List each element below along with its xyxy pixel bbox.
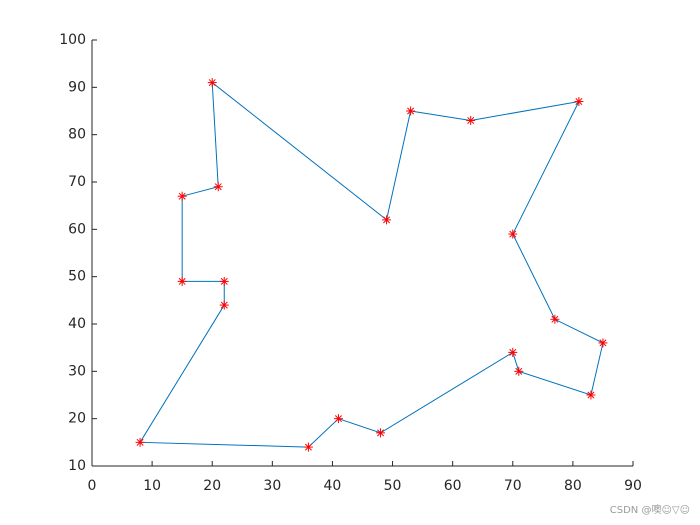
y-tick-label: 40: [68, 316, 86, 332]
y-tick-label: 80: [68, 127, 86, 143]
x-tick-label: 30: [263, 478, 281, 494]
x-tick-label: 40: [324, 478, 342, 494]
x-tick-label: 70: [504, 478, 522, 494]
marker: [219, 300, 229, 310]
marker-stroke: [383, 216, 391, 224]
marker-stroke: [208, 79, 216, 87]
marker-stroke: [220, 301, 228, 309]
marker: [177, 276, 187, 286]
x-tick-label: 90: [624, 478, 642, 494]
marker-stroke: [334, 415, 342, 423]
y-tick-label: 10: [68, 458, 86, 474]
marker-stroke: [407, 107, 415, 115]
marker: [514, 366, 524, 376]
marker-stroke: [178, 277, 186, 285]
route-line: [139, 81, 604, 448]
y-tick-label: 100: [59, 32, 86, 48]
marker-stroke: [587, 391, 595, 399]
marker: [303, 442, 313, 452]
marker-stroke: [304, 443, 312, 451]
marker-stroke: [377, 429, 385, 437]
marker: [406, 106, 416, 116]
marker: [508, 347, 518, 357]
x-tick-label: 20: [203, 478, 221, 494]
x-tick-label: 0: [88, 478, 97, 494]
x-tick-label: 50: [384, 478, 402, 494]
marker-stroke: [515, 367, 523, 375]
marker: [207, 78, 217, 88]
y-tick-label: 50: [68, 269, 86, 285]
marker-stroke: [220, 277, 228, 285]
marker: [135, 437, 145, 447]
x-tick-label: 10: [143, 478, 161, 494]
marker-stroke: [178, 192, 186, 200]
watermark: CSDN @噢☺▽☺: [610, 503, 690, 516]
marker: [574, 97, 584, 107]
marker: [586, 390, 596, 400]
marker-stroke: [467, 116, 475, 124]
marker: [376, 428, 386, 438]
marker: [598, 338, 608, 348]
marker: [219, 276, 229, 286]
marker: [333, 414, 343, 424]
x-tick-label: 80: [564, 478, 582, 494]
marker: [382, 215, 392, 225]
x-tick-label: 60: [444, 478, 462, 494]
y-tick-label: 90: [68, 79, 86, 95]
y-tick-label: 20: [68, 411, 86, 427]
marker-stroke: [214, 183, 222, 191]
marker: [466, 115, 476, 125]
marker: [508, 229, 518, 239]
marker: [177, 191, 187, 201]
y-tick-label: 60: [68, 221, 86, 237]
marker: [550, 314, 560, 324]
marker-stroke: [509, 348, 517, 356]
marker-stroke: [575, 98, 583, 106]
marker: [213, 182, 223, 192]
marker-stroke: [509, 230, 517, 238]
route-closing-line: [386, 110, 412, 220]
y-tick-label: 30: [68, 363, 86, 379]
marker-stroke: [136, 438, 144, 446]
marker-stroke: [599, 339, 607, 347]
y-tick-label: 70: [68, 174, 86, 190]
marker-stroke: [551, 315, 559, 323]
